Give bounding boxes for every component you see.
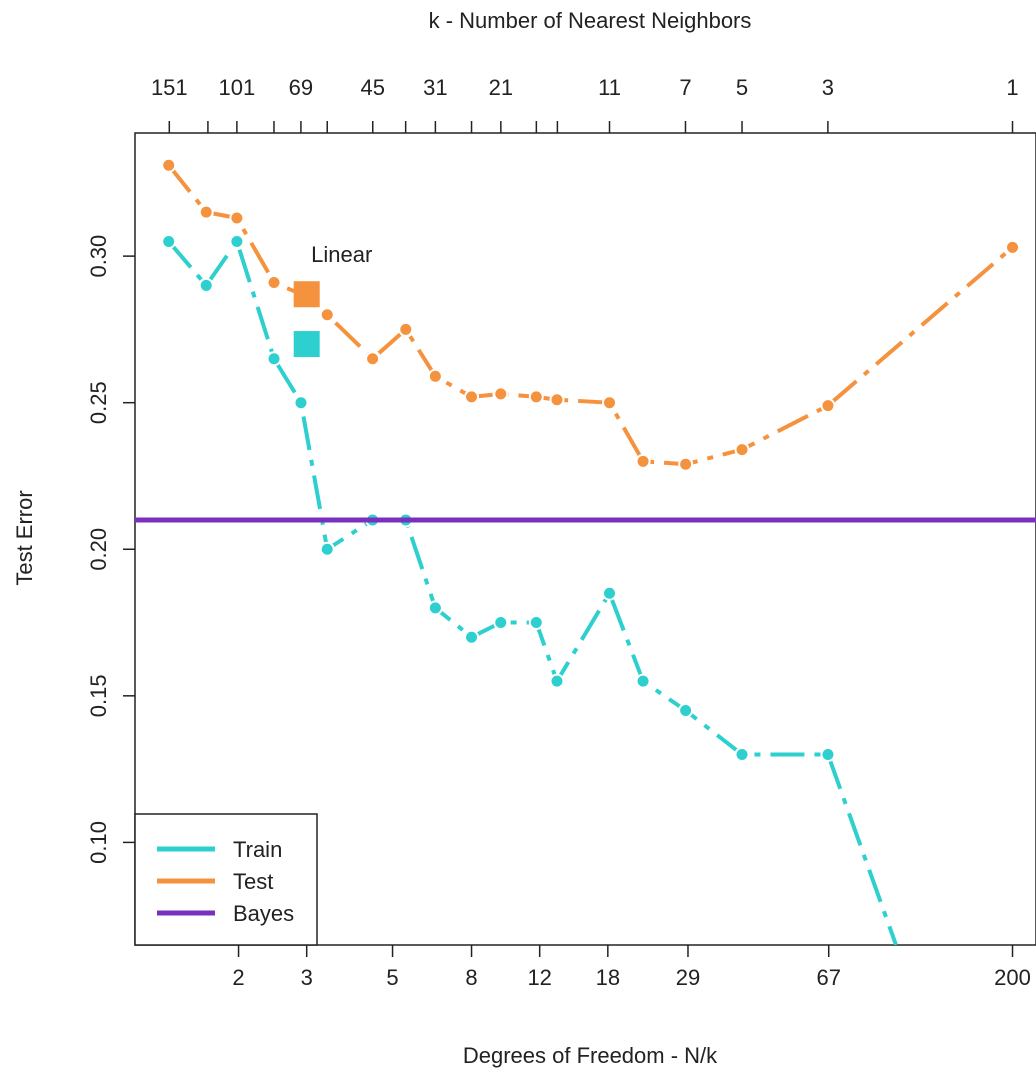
test-point <box>528 389 544 405</box>
train-point <box>601 585 617 601</box>
top-tick-label: 11 <box>598 75 621 100</box>
top-tick-label: 5 <box>736 75 748 100</box>
y-tick-label: 0.10 <box>86 821 111 864</box>
test-point <box>319 307 335 323</box>
train-point <box>734 746 750 762</box>
top-axis-title: k - Number of Nearest Neighbors <box>429 8 752 33</box>
legend-label-bayes: Bayes <box>233 901 294 926</box>
y-tick-label: 0.25 <box>86 381 111 424</box>
legend: Train Test Bayes <box>134 813 318 946</box>
test-point <box>493 386 509 402</box>
test-line <box>167 163 1014 467</box>
linear-train-marker <box>293 331 320 358</box>
test-point <box>678 456 694 472</box>
x-tick-label: 12 <box>527 965 551 990</box>
test-point <box>820 398 836 414</box>
x-tick-label: 200 <box>994 965 1031 990</box>
series-group <box>135 157 1036 945</box>
test-point <box>427 368 443 384</box>
test-point <box>229 210 245 226</box>
linear-test-marker <box>293 281 320 308</box>
train-point <box>635 673 651 689</box>
x-tick-label: 67 <box>816 965 840 990</box>
y-tick-label: 0.15 <box>86 674 111 717</box>
test-point <box>266 275 282 291</box>
x-axis-title: Degrees of Freedom - N/k <box>463 1043 718 1068</box>
test-point <box>734 442 750 458</box>
top-tick-label: 151 <box>151 75 188 100</box>
test-point <box>601 395 617 411</box>
test-point <box>198 204 214 220</box>
y-axis-title: Test Error <box>12 490 37 585</box>
train-point <box>229 233 245 249</box>
test-point <box>365 351 381 367</box>
train-point <box>464 629 480 645</box>
test-point <box>635 453 651 469</box>
train-point <box>161 233 177 249</box>
test-point <box>398 321 414 337</box>
train-point <box>493 615 509 631</box>
test-point <box>464 389 480 405</box>
x-tick-label: 29 <box>676 965 700 990</box>
train-point <box>820 746 836 762</box>
test-point <box>549 392 565 408</box>
train-point <box>678 702 694 718</box>
top-tick-label: 31 <box>423 75 447 100</box>
train-point <box>427 600 443 616</box>
top-tick-label: 3 <box>822 75 834 100</box>
x-tick-label: 8 <box>465 965 477 990</box>
x-tick-label: 3 <box>301 965 313 990</box>
x-tick-label: 18 <box>596 965 620 990</box>
top-tick-label: 7 <box>679 75 691 100</box>
top-tick-label: 21 <box>489 75 513 100</box>
train-point <box>266 351 282 367</box>
top-tick-label: 69 <box>289 75 313 100</box>
train-point <box>198 277 214 293</box>
test-point <box>1005 239 1021 255</box>
top-tick-label: 101 <box>219 75 256 100</box>
top-tick-label: 1 <box>1006 75 1018 100</box>
test-point <box>161 157 177 173</box>
train-point <box>528 615 544 631</box>
legend-label-train: Train <box>233 837 282 862</box>
train-point <box>293 395 309 411</box>
y-tick-label: 0.30 <box>86 235 111 278</box>
plot-frame <box>134 132 1036 946</box>
y-tick-label: 0.20 <box>86 528 111 571</box>
train-point <box>319 541 335 557</box>
linear-annotation: Linear <box>311 242 372 267</box>
top-tick-label: 45 <box>361 75 385 100</box>
x-tick-label: 2 <box>232 965 244 990</box>
legend-label-test: Test <box>233 869 273 894</box>
train-point <box>549 673 565 689</box>
x-tick-label: 5 <box>386 965 398 990</box>
